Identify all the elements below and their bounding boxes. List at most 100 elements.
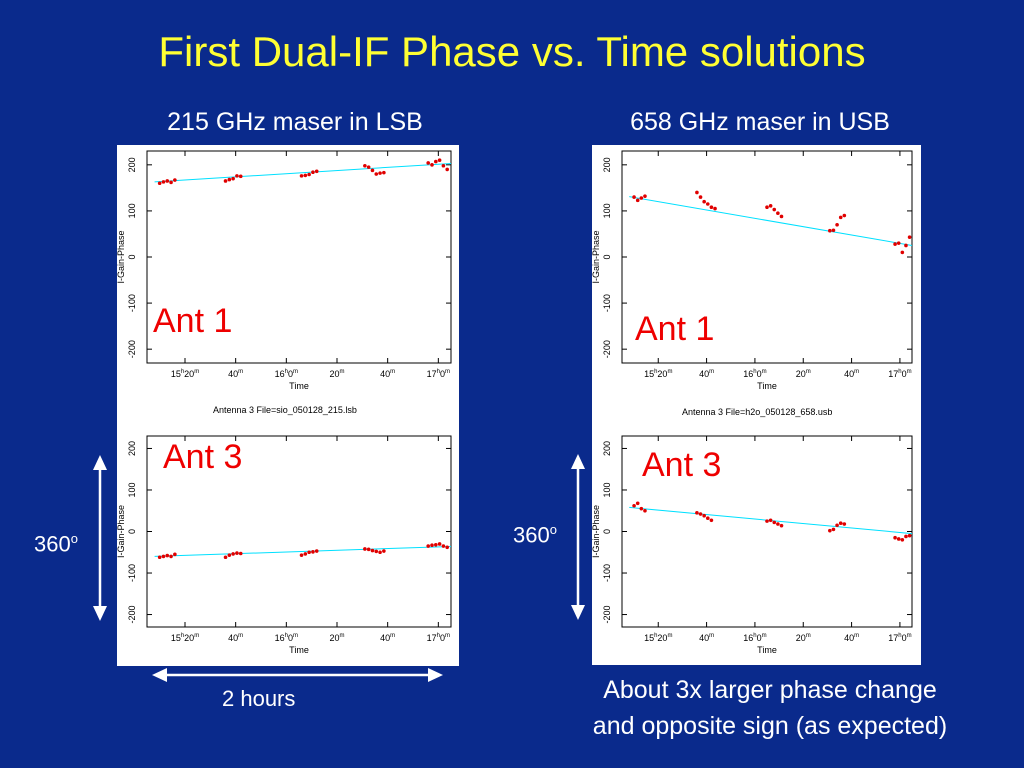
y-tick-label: 0 bbox=[602, 529, 612, 534]
x-tick-label: 40m bbox=[699, 369, 714, 379]
data-point bbox=[709, 205, 714, 210]
data-point bbox=[299, 174, 304, 178]
range-label-left: 360o bbox=[34, 531, 78, 557]
data-point bbox=[161, 554, 166, 559]
y-tick-label: 200 bbox=[602, 157, 612, 172]
ant1-label-left: Ant 1 bbox=[153, 302, 233, 340]
note-line-1: About 3x larger phase change bbox=[603, 676, 937, 704]
ant3-label-right: Ant 3 bbox=[642, 446, 722, 484]
x-tick-label: 17h0m bbox=[888, 369, 911, 379]
data-point bbox=[835, 222, 839, 227]
data-point bbox=[430, 543, 434, 548]
data-point bbox=[430, 163, 434, 167]
x-tick-label: 40m bbox=[228, 369, 243, 379]
note-line-2: and opposite sign (as expected) bbox=[592, 712, 948, 740]
x-tick-label: 20m bbox=[329, 633, 344, 643]
plot-215-ant3: -200 -100 0 100 200 15h20m 40m 16h0m 20m 40m 17h0m… bbox=[116, 435, 452, 655]
x-tick-label: 16h0m bbox=[743, 633, 766, 643]
x-tick-label: 16h0m bbox=[743, 369, 766, 379]
ant3-label-left: Ant 3 bbox=[163, 438, 243, 476]
data-point bbox=[374, 549, 379, 554]
data-point bbox=[702, 199, 706, 204]
data-point bbox=[426, 544, 431, 548]
data-point bbox=[639, 196, 644, 200]
data-point bbox=[709, 518, 714, 523]
data-point bbox=[165, 179, 170, 183]
data-point bbox=[831, 228, 836, 233]
data-point bbox=[223, 179, 228, 183]
y-tick-label: -100 bbox=[127, 294, 137, 312]
data-point bbox=[695, 190, 699, 195]
x-tick-label: 40m bbox=[699, 633, 714, 643]
y-tick-label: -200 bbox=[602, 606, 612, 624]
data-point bbox=[635, 501, 640, 506]
data-point bbox=[434, 159, 438, 164]
x-tick-label: 40m bbox=[380, 633, 395, 643]
y-tick-label: 0 bbox=[127, 529, 137, 534]
data-point bbox=[303, 552, 308, 556]
data-point bbox=[231, 552, 235, 556]
data-point bbox=[842, 213, 847, 218]
data-point bbox=[441, 544, 446, 548]
data-point bbox=[370, 168, 375, 173]
slide-title: First Dual-IF Phase vs. Time solutions bbox=[158, 28, 866, 75]
range-arrow-right bbox=[571, 454, 585, 620]
plot-658-ant1: -200 -100 0 100 200 15h20m 40m 16h0m 20m 40m 17h0m… bbox=[591, 150, 913, 391]
data-point bbox=[378, 171, 382, 175]
data-point bbox=[165, 553, 170, 558]
data-point bbox=[299, 553, 304, 557]
y-tick-label: 100 bbox=[602, 203, 612, 218]
y-tick-label: -200 bbox=[602, 340, 612, 358]
data-point bbox=[907, 235, 912, 239]
x-tick-label: 15h20m bbox=[644, 633, 672, 643]
y-tick-label: -200 bbox=[127, 340, 137, 358]
y-tick-label: -100 bbox=[602, 294, 612, 312]
data-point bbox=[314, 549, 319, 553]
data-point bbox=[643, 508, 647, 513]
right-caption: Antenna 3 File=h2o_050128_658.usb bbox=[682, 407, 833, 417]
x-tick-label: 20m bbox=[796, 369, 811, 379]
left-heading: 215 GHz maser in LSB bbox=[167, 108, 423, 136]
range-label-right: 360o bbox=[513, 522, 557, 548]
x-tick-label: 15h20m bbox=[171, 369, 199, 379]
data-point bbox=[900, 538, 905, 542]
data-point bbox=[695, 511, 699, 515]
data-point bbox=[374, 172, 379, 176]
ant1-label-right: Ant 1 bbox=[635, 310, 715, 348]
data-point bbox=[238, 174, 243, 179]
fit-line bbox=[154, 162, 452, 183]
data-point bbox=[382, 549, 386, 553]
data-point bbox=[311, 170, 315, 174]
data-point bbox=[445, 545, 450, 550]
data-point bbox=[426, 161, 431, 165]
x-tick-label: 40m bbox=[380, 369, 395, 379]
data-point bbox=[776, 522, 780, 526]
data-point bbox=[765, 205, 769, 210]
data-point bbox=[363, 163, 367, 168]
data-point bbox=[173, 178, 177, 182]
data-point bbox=[702, 513, 706, 518]
right-figure-panel: -200 -100 0 100 200 15h20m 40m 16h0m 20m 40m 17h0m… bbox=[591, 145, 921, 665]
plot-658-ant3: -200 -100 0 100 200 15h20m 40m 16h0m 20m 40m 17h0m… bbox=[591, 435, 913, 655]
y-tick-label: 200 bbox=[127, 157, 137, 172]
data-point bbox=[314, 169, 319, 174]
data-point bbox=[698, 195, 703, 199]
data-point bbox=[632, 503, 636, 508]
left-caption: Antenna 3 File=sio_050128_215.lsb bbox=[213, 405, 357, 415]
data-point bbox=[639, 506, 644, 511]
data-point bbox=[378, 550, 382, 555]
y-tick-label: 0 bbox=[127, 254, 137, 259]
y-axis-label: I-Gain-Phase bbox=[116, 505, 126, 558]
x-tick-label: 40m bbox=[844, 369, 859, 379]
data-point bbox=[434, 542, 438, 547]
data-point bbox=[835, 523, 839, 528]
data-point bbox=[831, 527, 836, 532]
right-heading: 658 GHz maser in USB bbox=[630, 108, 890, 136]
left-figure-panel: -200 -100 0 100 200 15h20m 40m 16h0m 20m 40m 17h0m… bbox=[116, 145, 459, 666]
x-axis-label: Time bbox=[289, 381, 309, 391]
x-tick-label: 16h0m bbox=[275, 633, 298, 643]
data-point bbox=[227, 553, 232, 557]
y-tick-label: -200 bbox=[127, 606, 137, 624]
data-point bbox=[772, 520, 777, 525]
